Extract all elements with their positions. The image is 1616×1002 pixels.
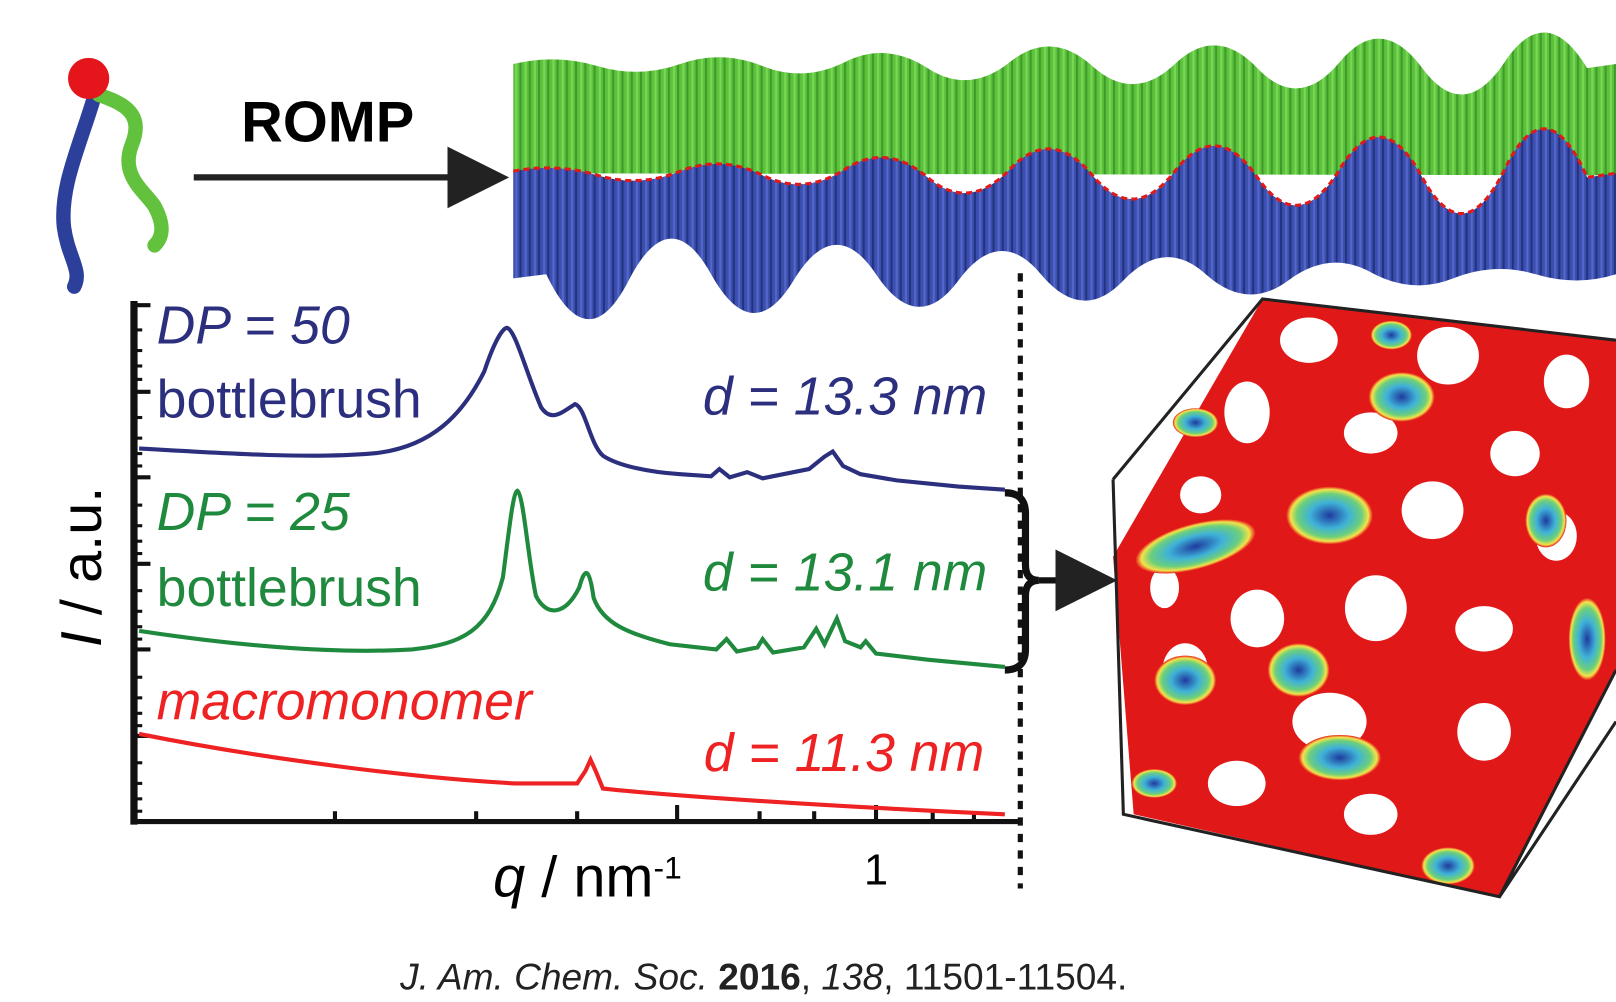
citation: J. Am. Chem. Soc. 2016, 138, 11501-11504…: [399, 956, 1127, 998]
curve-kind: bottlebrush: [157, 370, 422, 430]
text-run: q: [493, 846, 525, 910]
gyroid-structure: [1113, 299, 1616, 897]
curve-spacing: d = 13.3 nm: [703, 366, 987, 426]
figure: ROMP DP = 50 bottlebrush d = 1: [0, 0, 1616, 1002]
text-run: / a.u.: [50, 487, 114, 631]
curve-name: DP = 25: [157, 482, 350, 542]
curve-kind: bottlebrush: [157, 558, 422, 618]
macromonomer-icon: [63, 58, 161, 287]
curve-spacing: d = 13.1 nm: [703, 543, 987, 603]
text-run: 138: [821, 956, 883, 998]
page: {"scheme": {"reaction_label": "ROMP"}, "…: [0, 0, 1616, 1002]
x-axis-label: q / nm-1: [493, 846, 682, 910]
text-run: J. Am. Chem. Soc.: [399, 956, 718, 998]
text-run: ,: [801, 956, 822, 998]
y-axis-label: I / a.u.: [50, 487, 114, 647]
brace: [1005, 493, 1039, 670]
curve-name: DP = 50: [157, 295, 350, 355]
curve-name: macromonomer: [157, 671, 534, 731]
reaction-label: ROMP: [241, 90, 414, 154]
text-run: 2016: [718, 956, 801, 998]
text-run: , 11501-11504.: [883, 956, 1127, 998]
text-run: / nm: [525, 846, 653, 910]
bottlebrush-layer: [513, 33, 1616, 320]
x-tick-label: 1: [864, 846, 888, 894]
text-run: I: [50, 631, 114, 647]
curve-spacing: d = 11.3 nm: [704, 723, 984, 783]
text-run: -1: [654, 850, 682, 886]
